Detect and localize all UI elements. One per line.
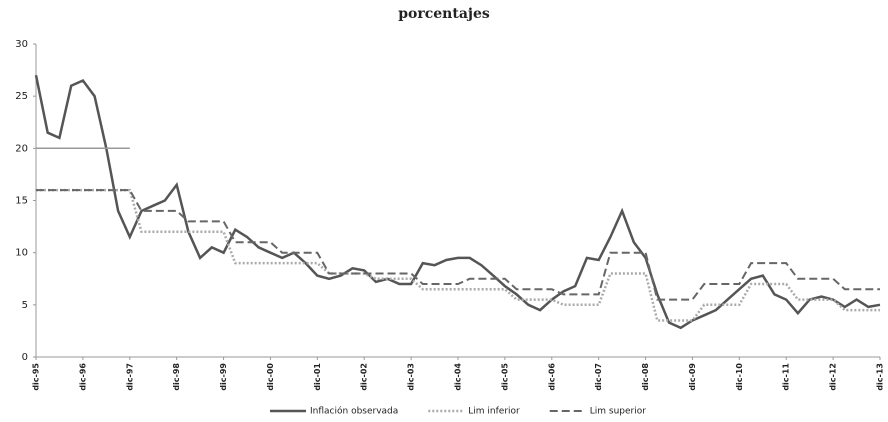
x-tick-label: dic-95 — [32, 363, 41, 391]
y-tick-label: 15 — [15, 196, 28, 207]
x-tick-label: dic-97 — [125, 363, 134, 391]
x-tick-label: dic-08 — [641, 363, 650, 391]
x-tick-label: dic-11 — [782, 363, 791, 391]
x-tick-label: dic-06 — [547, 363, 556, 391]
x-tick-label: dic-07 — [594, 363, 603, 391]
y-tick-label: 30 — [15, 39, 28, 50]
y-tick-label: 10 — [15, 248, 28, 259]
x-tick-label: dic-02 — [360, 363, 369, 391]
y-tick-label: 25 — [15, 91, 28, 102]
x-tick-label: dic-03 — [407, 363, 416, 391]
x-tick-label: dic-13 — [876, 363, 885, 391]
series-line — [36, 189, 880, 301]
chart-title: porcentajes — [398, 6, 490, 22]
y-tick-label: 0 — [22, 352, 28, 363]
x-tick-label: dic-05 — [500, 363, 509, 391]
y-tick-label: 20 — [15, 143, 28, 154]
y-tick-label: 5 — [22, 300, 28, 311]
x-tick-label: dic-98 — [172, 363, 181, 391]
x-tick-label: dic-00 — [266, 363, 275, 391]
legend-label: Inflación observada — [310, 406, 398, 417]
x-tick-label: dic-12 — [829, 363, 838, 391]
series-line — [36, 188, 880, 322]
x-tick-label: dic-10 — [735, 363, 744, 391]
x-tick-label: dic-09 — [688, 363, 697, 391]
x-tick-label: dic-01 — [313, 363, 322, 391]
legend-label: Lim inferior — [468, 407, 520, 417]
x-tick-label: dic-04 — [454, 363, 463, 391]
x-tick-label: dic-99 — [219, 363, 228, 391]
series-line — [34, 75, 881, 330]
legend-label: Lim superior — [590, 407, 646, 417]
x-tick-label: dic-96 — [78, 363, 87, 391]
